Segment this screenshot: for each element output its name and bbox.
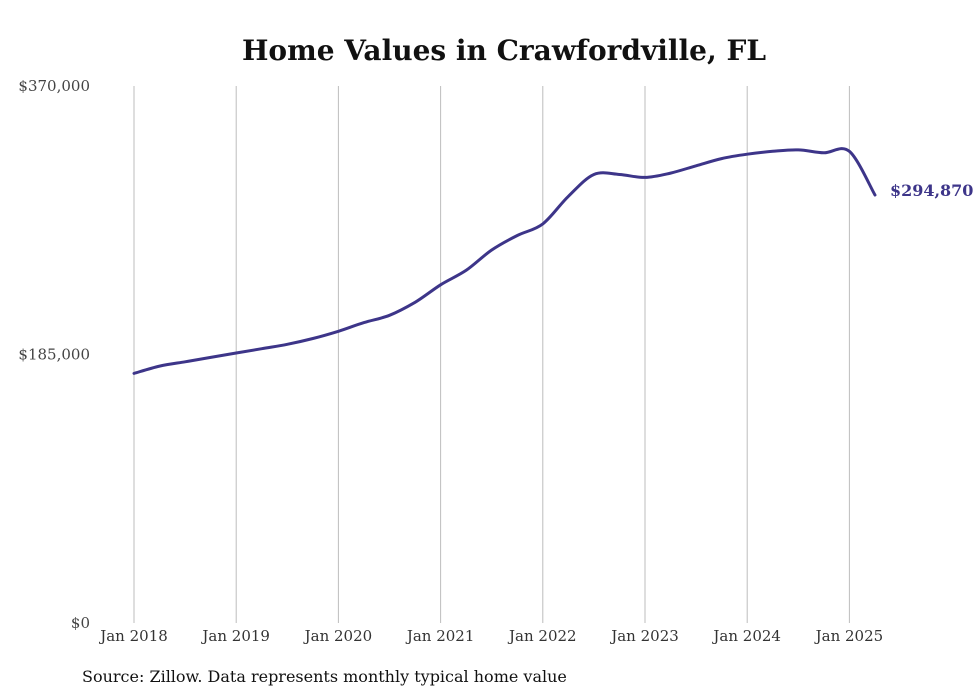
chart-title: Home Values in Crawfordville, FL [242,34,766,67]
x-tick-label: Jan 2025 [814,627,884,645]
y-tick-label: $185,000 [18,346,90,364]
grid-lines [133,86,850,623]
x-tick-label: Jan 2024 [711,627,781,645]
x-axis: Jan 2018 Jan 2019 Jan 2020 Jan 2021 Jan 2022… [98,627,883,645]
x-tick-label: Jan 2022 [507,627,577,645]
x-tick-label: Jan 2019 [200,627,270,645]
y-tick-label: $0 [71,614,90,632]
y-tick-label: $370,000 [18,77,90,95]
end-value-label: $294,870 [890,181,974,200]
series-layer [132,147,877,375]
x-tick-label: Jan 2023 [609,627,679,645]
series-line [132,147,877,375]
y-axis: $0 $185,000 $370,000 [18,77,90,632]
x-tick-label: Jan 2021 [405,627,475,645]
x-tick-label: Jan 2020 [303,627,373,645]
source-note: Source: Zillow. Data represents monthly … [82,667,567,686]
x-tick-label: Jan 2018 [98,627,168,645]
